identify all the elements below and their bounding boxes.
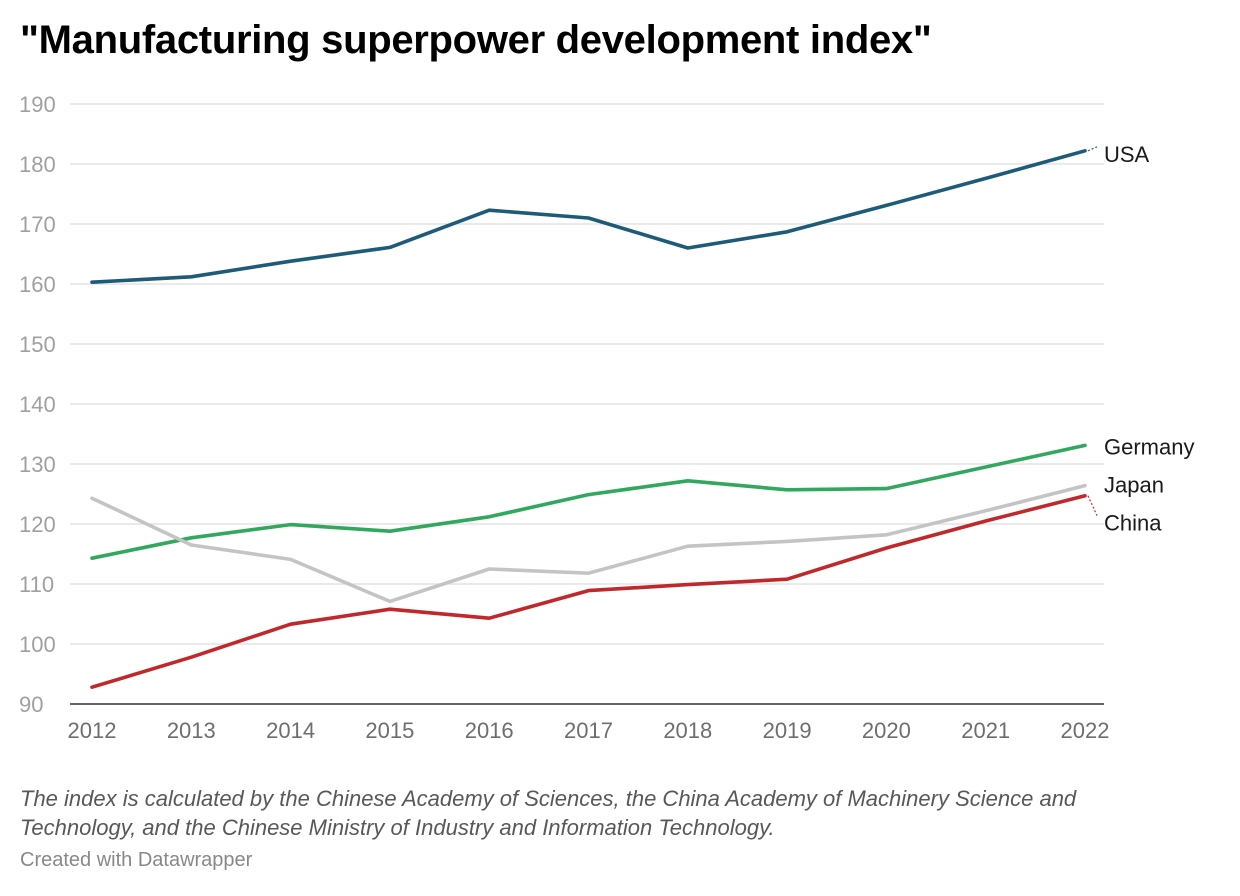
gridlines <box>70 103 1104 705</box>
x-axis-tick-labels: 2012 2013 2014 2015 2016 2017 2018 2019 2020 2021… <box>68 718 1110 743</box>
y-tick-label: 180 <box>19 152 56 177</box>
series-line-japan <box>90 483 1087 604</box>
y-tick-label: 120 <box>19 512 56 537</box>
x-tick-label: 2015 <box>365 718 414 743</box>
y-tick-label: 100 <box>19 632 56 657</box>
series-label-japan: Japan <box>1104 473 1164 498</box>
x-tick-label: 2021 <box>961 718 1010 743</box>
series-label-usa: USA <box>1104 142 1150 167</box>
y-tick-label: 140 <box>19 392 56 417</box>
series-line-china <box>90 493 1087 690</box>
chart-credit: Created with Datawrapper <box>20 849 253 871</box>
series-lines <box>90 149 1087 690</box>
x-tick-label: 2018 <box>663 718 712 743</box>
series-label-germany: Germany <box>1104 434 1194 459</box>
y-axis-tick-labels: 90 100 110 120 130 140 150 160 170 180 190 <box>19 92 56 717</box>
series-line-germany <box>90 443 1087 561</box>
y-tick-label: 90 <box>19 692 43 717</box>
y-tick-label: 130 <box>19 452 56 477</box>
label-connector-china <box>1087 495 1098 516</box>
x-tick-label: 2013 <box>167 718 216 743</box>
x-tick-label: 2012 <box>68 718 117 743</box>
series-label-china: China <box>1104 511 1162 536</box>
series-labels: USA Germany Japan China <box>1087 142 1194 536</box>
x-tick-label: 2017 <box>564 718 613 743</box>
x-tick-label: 2019 <box>763 718 812 743</box>
y-tick-label: 150 <box>19 332 56 357</box>
y-tick-label: 170 <box>19 212 56 237</box>
chart-title: "Manufacturing superpower development in… <box>20 18 932 62</box>
y-tick-label: 190 <box>19 92 56 117</box>
x-tick-label: 2020 <box>862 718 911 743</box>
x-tick-label: 2014 <box>266 718 315 743</box>
chart-notes: The index is calculated by the Chinese A… <box>20 786 1077 840</box>
x-tick-label: 2022 <box>1061 718 1110 743</box>
series-line-usa <box>90 149 1087 285</box>
label-connector-usa <box>1087 146 1098 152</box>
x-tick-label: 2016 <box>465 718 514 743</box>
y-tick-label: 160 <box>19 272 56 297</box>
y-tick-label: 110 <box>19 572 54 597</box>
